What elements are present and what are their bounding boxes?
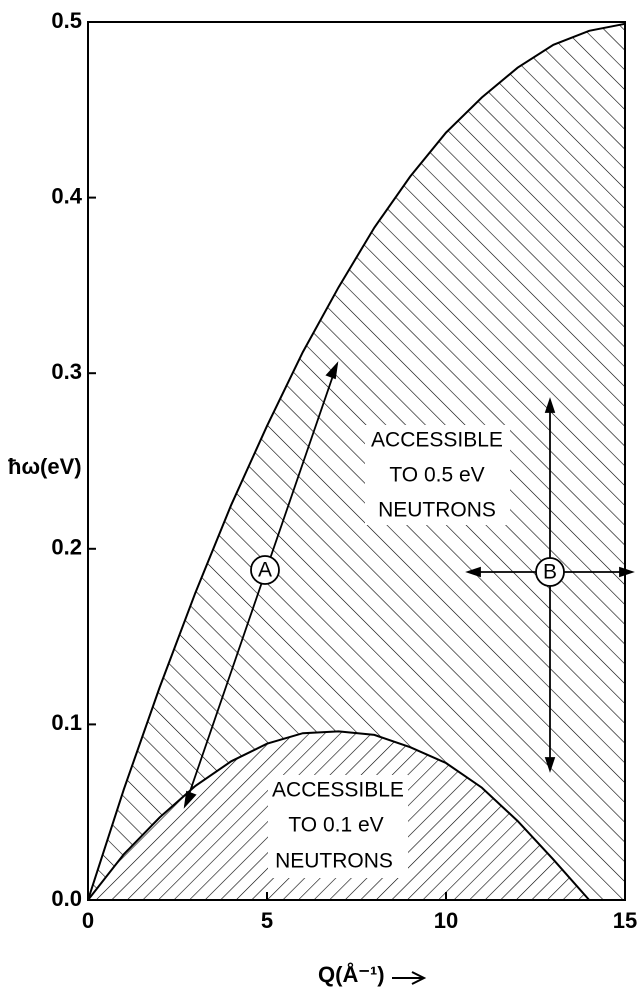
y-tick-label: 0.1 [51,710,82,735]
regions [88,23,625,901]
arrow-a [183,361,339,809]
x-tick-label: 5 [261,908,273,933]
label-bg [365,425,510,525]
y-tick-label: 0.4 [51,183,82,208]
annotation-backgrounds [268,425,510,878]
annotation: ACCESSIBLE [272,779,404,802]
x-tick-label: 10 [434,908,458,933]
x-tick-label: 0 [82,908,94,933]
boundary-curve [87,22,626,901]
x-axis-label: Q(Å⁻¹) [318,961,385,987]
x-axis-arrow [392,971,427,985]
annotation: NEUTRONS [275,850,393,873]
x-tick-label: 15 [613,908,637,933]
arrow-b [465,397,635,773]
annotation: ACCESSIBLE [371,429,503,452]
y-axis-label: ħω(eV) [8,454,82,479]
y-tick-label: 0.2 [51,535,82,560]
annotation: TO 0.1 eV [288,814,383,837]
label-bg [268,775,408,878]
annotation: B [543,561,557,584]
region-hatch [88,23,625,901]
y-tick-label: 0.3 [51,359,82,384]
boundary-curve [87,730,590,901]
annotation: NEUTRONS [378,499,496,522]
plot-frame [87,21,626,901]
annotation: A [258,559,272,582]
y-tick-label: 0.0 [51,886,82,911]
y-tick-label: 0.5 [51,8,82,33]
annotation: TO 0.5 eV [389,464,484,487]
